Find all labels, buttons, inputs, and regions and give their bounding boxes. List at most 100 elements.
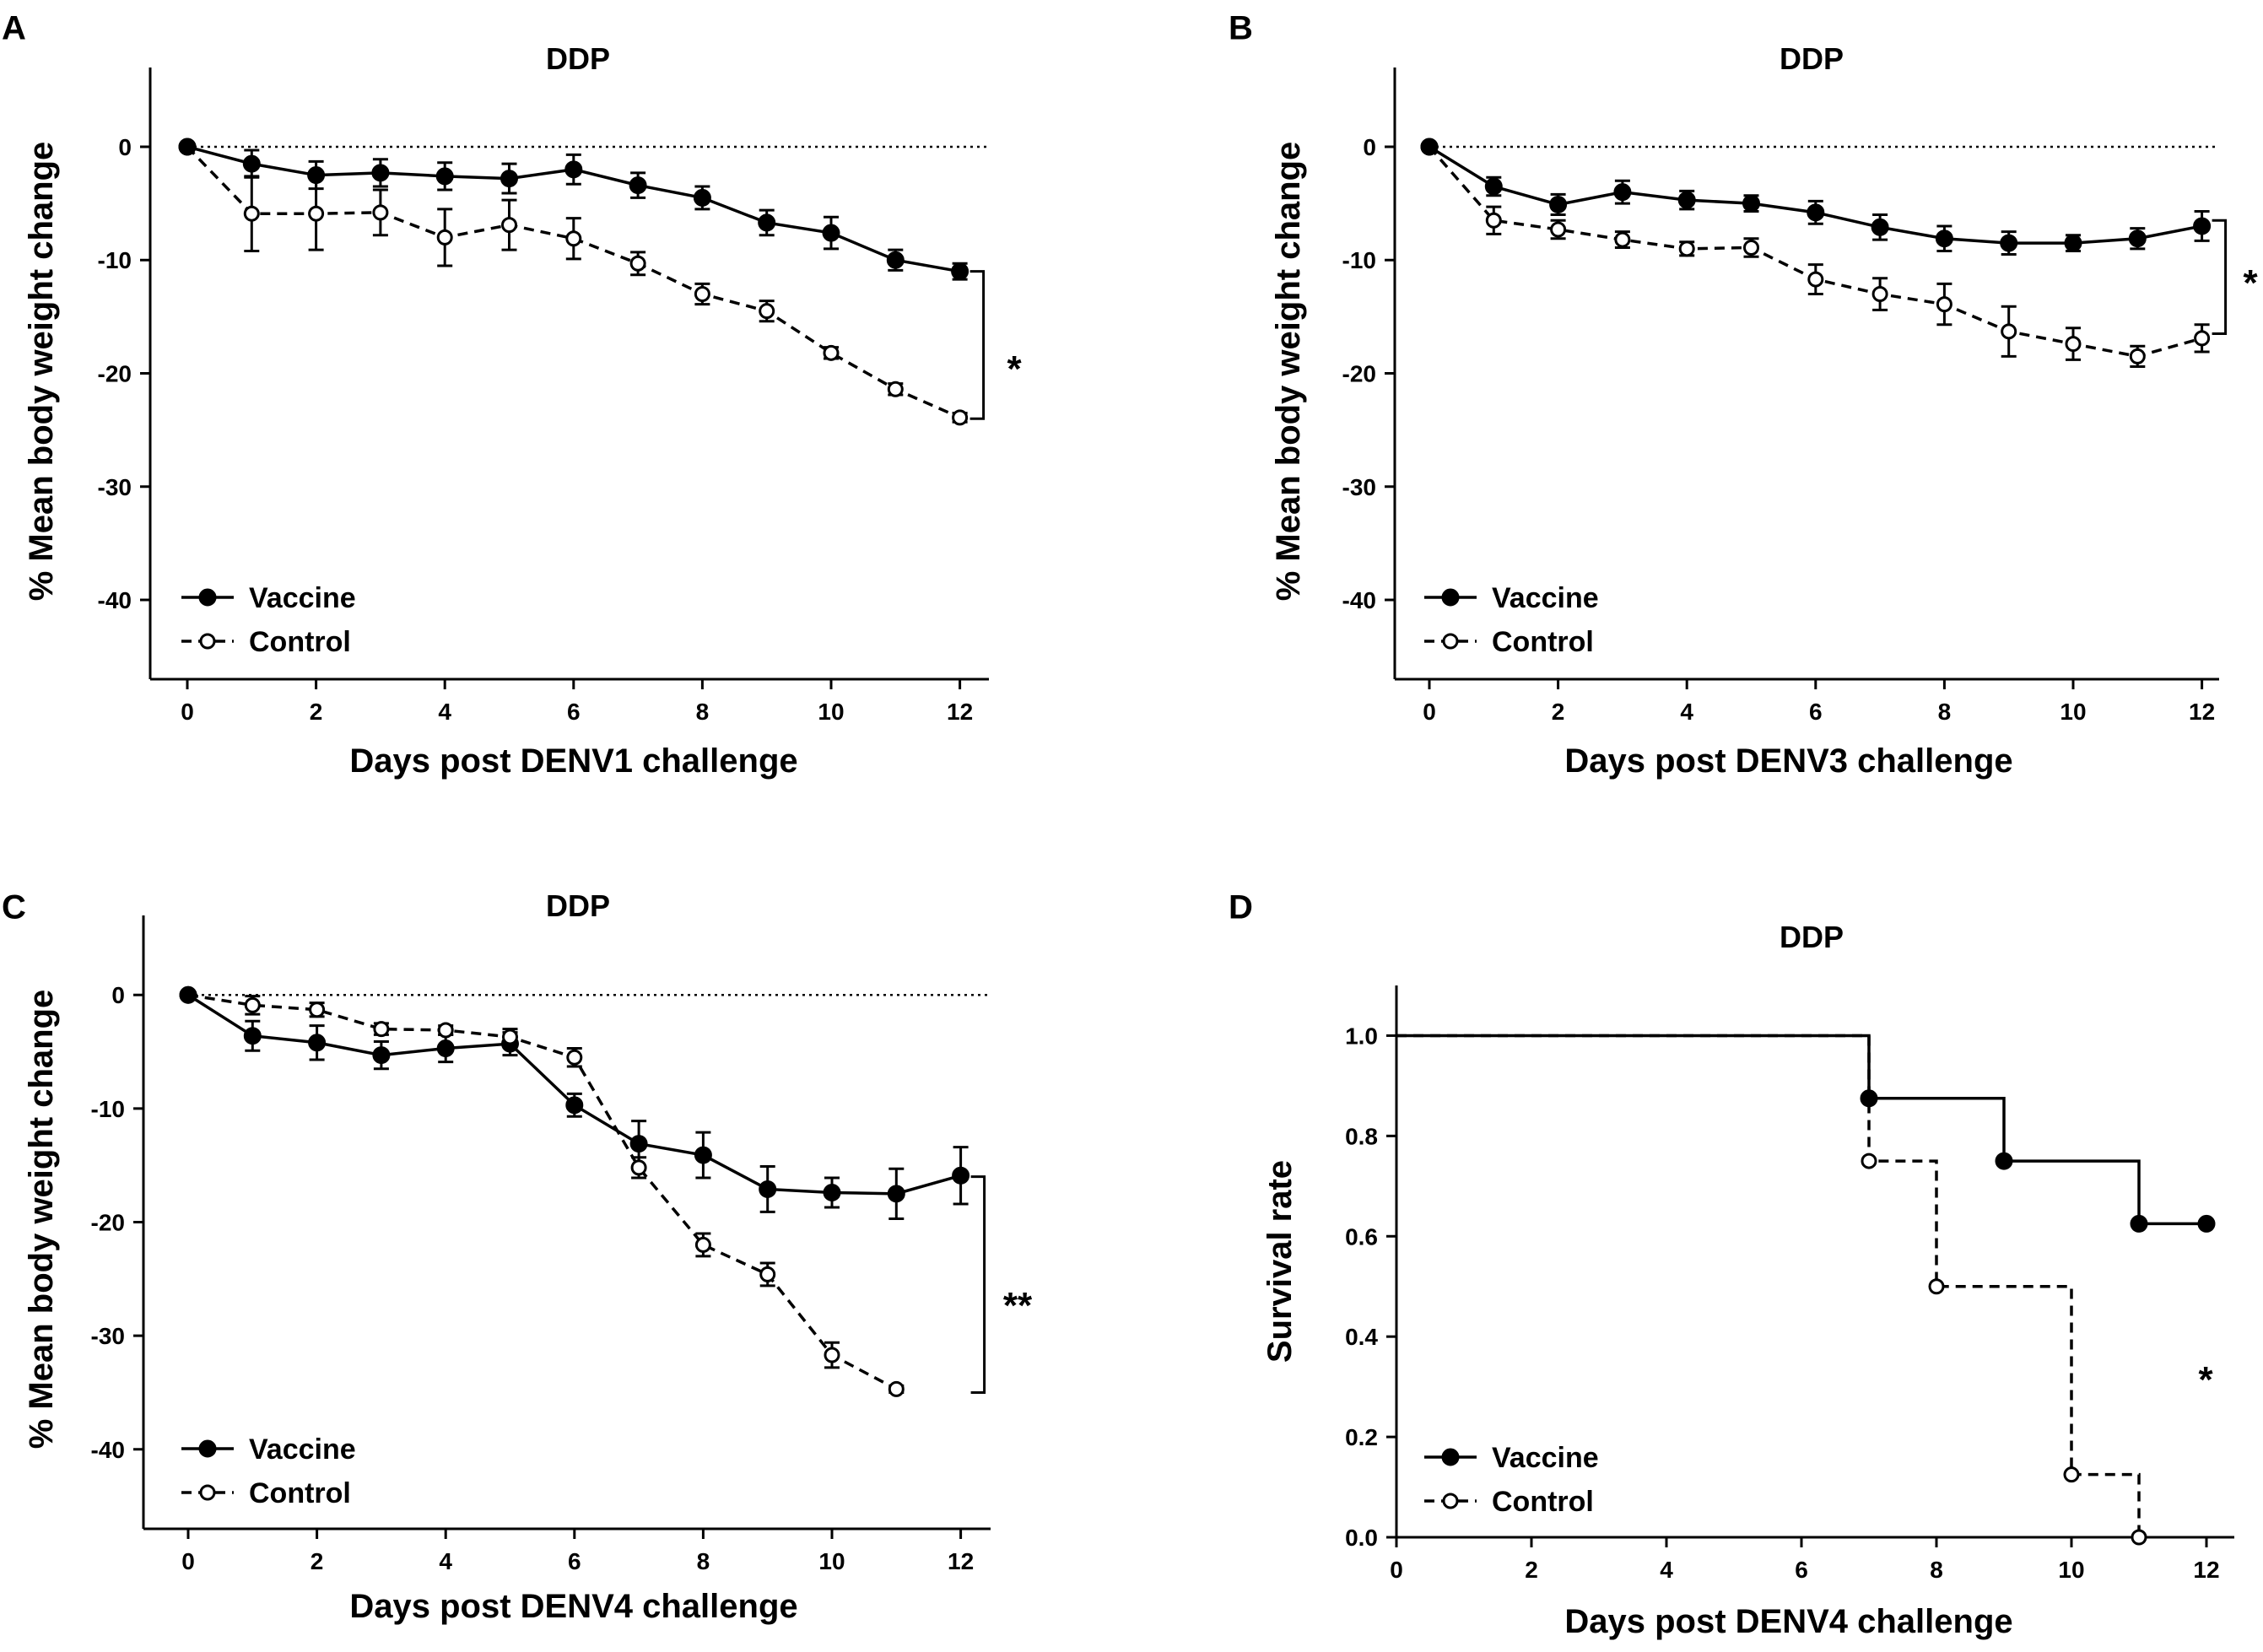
legend-label-vaccine: Vaccine [249, 582, 356, 614]
chart-title: DDP [1780, 41, 1844, 76]
data-point [2194, 330, 2211, 347]
legend-label-control: Control [1492, 626, 1594, 658]
x-tick-label: 4 [1680, 699, 1693, 725]
data-point [887, 1185, 905, 1203]
data-point [888, 1380, 905, 1397]
data-point [243, 1027, 262, 1045]
y-tick-label: 0.8 [1345, 1123, 1378, 1149]
data-point [1936, 296, 1952, 313]
data-point [1550, 221, 1567, 238]
x-tick-label: 10 [2058, 1557, 2084, 1583]
series-line [1396, 1034, 2206, 1226]
data-point [500, 170, 518, 188]
data-point [694, 1236, 711, 1253]
y-tick-label: -10 [91, 1096, 125, 1122]
chart-title: DDP [1780, 920, 1844, 954]
x-tick-label: 10 [2060, 699, 2086, 725]
data-point [887, 381, 904, 397]
y-tick-label: -40 [1342, 587, 1376, 613]
x-tick-label: 8 [697, 1548, 710, 1574]
data-point [2065, 336, 2082, 353]
data-point [309, 1001, 326, 1018]
x-tick-label: 0 [1423, 699, 1436, 725]
series-line [1429, 145, 2202, 245]
x-tick-label: 0 [1390, 1557, 1403, 1583]
data-point [243, 205, 260, 222]
legend-marker-vaccine [1441, 588, 1460, 607]
y-tick-label: -20 [1342, 361, 1376, 387]
x-tick-label: 12 [948, 1548, 974, 1574]
x-tick-label: 4 [439, 1548, 452, 1574]
x-axis-title: Days post DENV4 challenge [1564, 1603, 2012, 1640]
data-point [758, 213, 776, 232]
data-point [1807, 203, 1825, 222]
data-point [372, 1046, 391, 1065]
data-point [2064, 234, 2082, 252]
series-line [1428, 145, 2203, 359]
data-point [823, 1183, 841, 1201]
series-control [1420, 138, 2211, 368]
data-point [436, 1039, 455, 1058]
data-point [694, 1146, 712, 1164]
y-axis-title: % Mean body weight change [1270, 142, 1307, 602]
significance-bracket [2212, 219, 2228, 336]
data-point [501, 217, 517, 234]
panel-letter: C [2, 889, 26, 926]
series-control [178, 138, 969, 426]
data-point [886, 251, 905, 269]
x-axis-title: Days post DENV4 challenge [349, 1588, 797, 1625]
data-point [2197, 1214, 2216, 1233]
data-point [565, 1096, 584, 1115]
data-point [308, 205, 325, 222]
data-point [2130, 1214, 2148, 1233]
x-tick-label: 6 [568, 1548, 581, 1574]
panel-letter: D [1229, 889, 1253, 926]
x-tick-label: 12 [947, 699, 973, 725]
series-vaccine [179, 985, 970, 1220]
data-point [1871, 286, 1888, 303]
x-tick-label: 6 [567, 699, 581, 725]
data-point [952, 409, 969, 426]
chart-title: DDP [546, 888, 610, 923]
x-tick-label: 2 [311, 1548, 324, 1574]
x-tick-label: 4 [438, 699, 451, 725]
y-tick-label: 0.0 [1345, 1525, 1378, 1551]
legend-marker-vaccine [198, 588, 217, 607]
y-tick-label: 0.2 [1345, 1424, 1378, 1450]
data-point [436, 229, 453, 246]
data-point [823, 344, 840, 361]
significance-bracket [969, 270, 986, 420]
panel-letter: B [1229, 10, 1253, 47]
data-point [2001, 323, 2017, 340]
data-point [564, 160, 583, 179]
data-point [629, 255, 646, 272]
data-point [1871, 218, 1889, 236]
data-point [2193, 217, 2212, 235]
legend-marker-vaccine [198, 1439, 217, 1458]
y-axis-title: Survival rate [1261, 1160, 1299, 1363]
x-tick-label: 6 [1795, 1557, 1808, 1583]
data-point [824, 1347, 840, 1363]
series-line [1396, 1034, 2141, 1537]
data-point [2063, 1466, 2080, 1483]
data-point [693, 188, 711, 207]
panel-letter: A [2, 10, 26, 47]
data-point [308, 1034, 327, 1052]
data-point [1485, 212, 1502, 229]
data-point [1743, 239, 1759, 256]
y-axis-title: % Mean body weight change [23, 142, 60, 602]
data-point [244, 996, 261, 1013]
panel-a: A DDP 0 -10 -20 -30 -40 0 2 4 6 8 10 12 Days post DENV… [2, 10, 1022, 780]
legend-marker-control [199, 1484, 216, 1501]
legend-marker-control [1442, 1493, 1459, 1509]
data-point [1928, 1278, 1945, 1295]
y-tick-label: -20 [91, 1210, 125, 1236]
data-point [2131, 1529, 2147, 1546]
data-point [1995, 1152, 2013, 1170]
data-point [1420, 138, 1439, 156]
x-axis-title: Days post DENV1 challenge [349, 742, 797, 780]
legend-marker-control [1442, 633, 1459, 650]
data-point [822, 224, 840, 242]
data-point [1549, 195, 1568, 213]
